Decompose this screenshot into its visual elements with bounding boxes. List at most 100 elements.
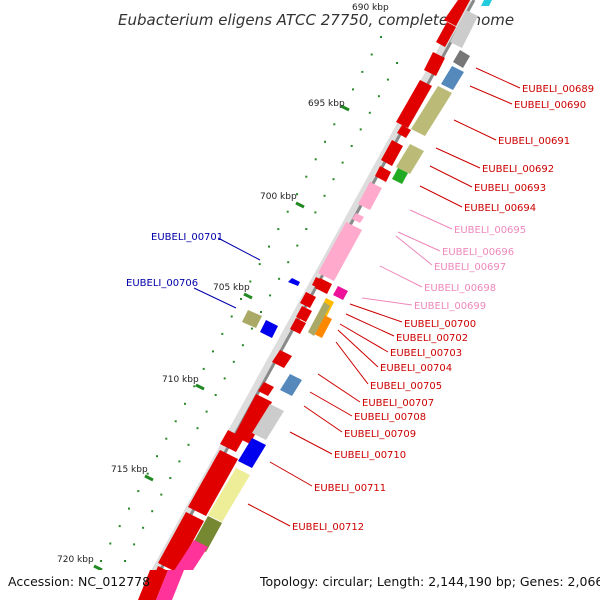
gene-label[interactable]: EUBELI_00705 bbox=[370, 381, 442, 392]
scale-dot bbox=[332, 178, 335, 181]
outer-lane-genes bbox=[160, 0, 492, 600]
scale-dot bbox=[386, 78, 389, 81]
gene-label[interactable]: EUBELI_00691 bbox=[498, 136, 570, 147]
scale-dot bbox=[314, 158, 317, 161]
gene-feature[interactable] bbox=[381, 140, 403, 166]
scale-dot bbox=[396, 62, 398, 64]
gene-feature[interactable] bbox=[260, 320, 278, 338]
gene-feature[interactable] bbox=[290, 318, 306, 334]
gene-label[interactable]: EUBELI_00702 bbox=[396, 333, 468, 344]
gene-label[interactable]: EUBELI_00694 bbox=[464, 203, 536, 214]
gene-label[interactable]: EUBELI_00709 bbox=[344, 429, 416, 440]
gene-label[interactable]: EUBELI_00701 bbox=[151, 232, 223, 243]
kbp-label: 690 kbp bbox=[352, 3, 389, 13]
gene-feature[interactable] bbox=[208, 468, 250, 522]
gene-feature[interactable] bbox=[318, 222, 362, 281]
gene-label[interactable]: EUBELI_00710 bbox=[334, 450, 406, 461]
gene-label[interactable]: EUBELI_00696 bbox=[442, 247, 514, 258]
gene-feature[interactable] bbox=[396, 144, 424, 174]
scale-dot bbox=[286, 210, 289, 213]
gene-feature[interactable] bbox=[358, 182, 382, 210]
gene-feature[interactable] bbox=[392, 168, 408, 184]
scale-dot bbox=[241, 344, 244, 347]
gene-label[interactable]: EUBELI_00692 bbox=[482, 164, 554, 175]
gene-label[interactable]: EUBELI_00689 bbox=[522, 84, 594, 95]
gene-feature[interactable] bbox=[481, 0, 492, 6]
gene-feature[interactable] bbox=[450, 10, 478, 48]
gene-feature[interactable] bbox=[436, 22, 456, 47]
gene-feature[interactable] bbox=[138, 570, 168, 600]
gene-label[interactable]: EUBELI_00711 bbox=[314, 483, 386, 494]
scale-dot bbox=[133, 543, 136, 546]
scale-dot bbox=[146, 472, 149, 475]
gene-feature[interactable] bbox=[453, 50, 470, 68]
footer-bar bbox=[0, 570, 600, 600]
gene-feature[interactable] bbox=[238, 438, 266, 468]
scale-dot bbox=[380, 36, 382, 38]
gene-feature[interactable] bbox=[396, 80, 432, 128]
kbp-label: 705 kbp bbox=[213, 283, 250, 293]
scale-dot bbox=[249, 280, 252, 283]
scale-dot bbox=[193, 385, 196, 388]
gene-label[interactable]: EUBELI_00695 bbox=[454, 225, 526, 236]
gene-feature[interactable] bbox=[158, 512, 204, 572]
gene-label[interactable]: EUBELI_00704 bbox=[380, 363, 452, 374]
gene-feature[interactable] bbox=[300, 292, 316, 308]
scale-dot bbox=[156, 455, 158, 458]
accession-text: Accession: NC_012778 bbox=[8, 574, 150, 589]
scale-dot bbox=[370, 53, 373, 56]
scale-dot bbox=[184, 402, 186, 405]
scale-dot bbox=[109, 542, 112, 545]
gene-feature[interactable] bbox=[375, 166, 391, 182]
gene-feature[interactable] bbox=[156, 570, 184, 600]
gene-feature[interactable] bbox=[280, 374, 302, 396]
gene-feature[interactable] bbox=[296, 306, 312, 322]
scale-dot bbox=[296, 244, 299, 247]
gene-feature[interactable] bbox=[258, 382, 274, 396]
gene-feature[interactable] bbox=[441, 66, 464, 90]
scale-dots bbox=[100, 36, 398, 562]
gene-label[interactable]: EUBELI_00693 bbox=[474, 183, 546, 194]
kbp-ticks bbox=[93, 3, 381, 572]
gene-labels: EUBELI_00689 EUBELI_00690 EUBELI_00691 E… bbox=[126, 84, 594, 533]
scale-dot bbox=[151, 510, 154, 513]
scale-dot bbox=[359, 128, 362, 131]
scale-dot bbox=[169, 477, 172, 479]
gene-feature[interactable] bbox=[444, 0, 470, 26]
gene-feature[interactable] bbox=[188, 450, 238, 516]
gene-feature[interactable] bbox=[352, 213, 364, 223]
gene-label[interactable]: EUBELI_00690 bbox=[514, 100, 586, 111]
gene-label[interactable]: EUBELI_00700 bbox=[404, 319, 476, 330]
gene-feature[interactable] bbox=[272, 350, 292, 368]
gene-label[interactable]: EUBELI_00699 bbox=[414, 301, 486, 312]
gene-label[interactable]: EUBELI_00697 bbox=[434, 262, 506, 273]
gene-label[interactable]: EUBELI_00698 bbox=[424, 283, 496, 294]
gene-feature[interactable] bbox=[397, 125, 411, 138]
gene-feature[interactable] bbox=[333, 286, 348, 300]
gene-label[interactable]: EUBELI_00708 bbox=[354, 412, 426, 423]
gene-feature[interactable] bbox=[315, 278, 332, 294]
kbp-labels: 690 kbp 695 kbp 700 kbp 705 kbp 710 kbp … bbox=[57, 3, 389, 565]
gene-feature[interactable] bbox=[234, 394, 272, 444]
gene-feature[interactable] bbox=[424, 52, 445, 76]
gene-label[interactable]: EUBELI_00707 bbox=[362, 398, 434, 409]
map-title: Eubacterium eligens ATCC 27750, complete… bbox=[118, 11, 514, 29]
scale-dot bbox=[174, 420, 177, 423]
gene-label[interactable]: EUBELI_00706 bbox=[126, 278, 198, 289]
scale-dot bbox=[137, 490, 140, 493]
gene-feature[interactable] bbox=[411, 86, 452, 136]
gene-feature[interactable] bbox=[288, 278, 300, 286]
inner-lane-genes bbox=[145, 0, 470, 600]
gene-label[interactable]: EUBELI_00703 bbox=[390, 348, 462, 359]
gene-feature[interactable] bbox=[308, 302, 330, 336]
scale-dot bbox=[287, 261, 290, 264]
scale-dot bbox=[278, 277, 281, 280]
gene-feature[interactable] bbox=[252, 404, 284, 440]
scale-dot bbox=[212, 350, 214, 353]
scale-dot bbox=[240, 298, 242, 300]
gene-feature[interactable] bbox=[220, 430, 244, 452]
gene-label[interactable]: EUBELI_00712 bbox=[292, 522, 364, 533]
gene-feature[interactable] bbox=[312, 314, 332, 338]
gene-feature[interactable] bbox=[242, 310, 262, 328]
